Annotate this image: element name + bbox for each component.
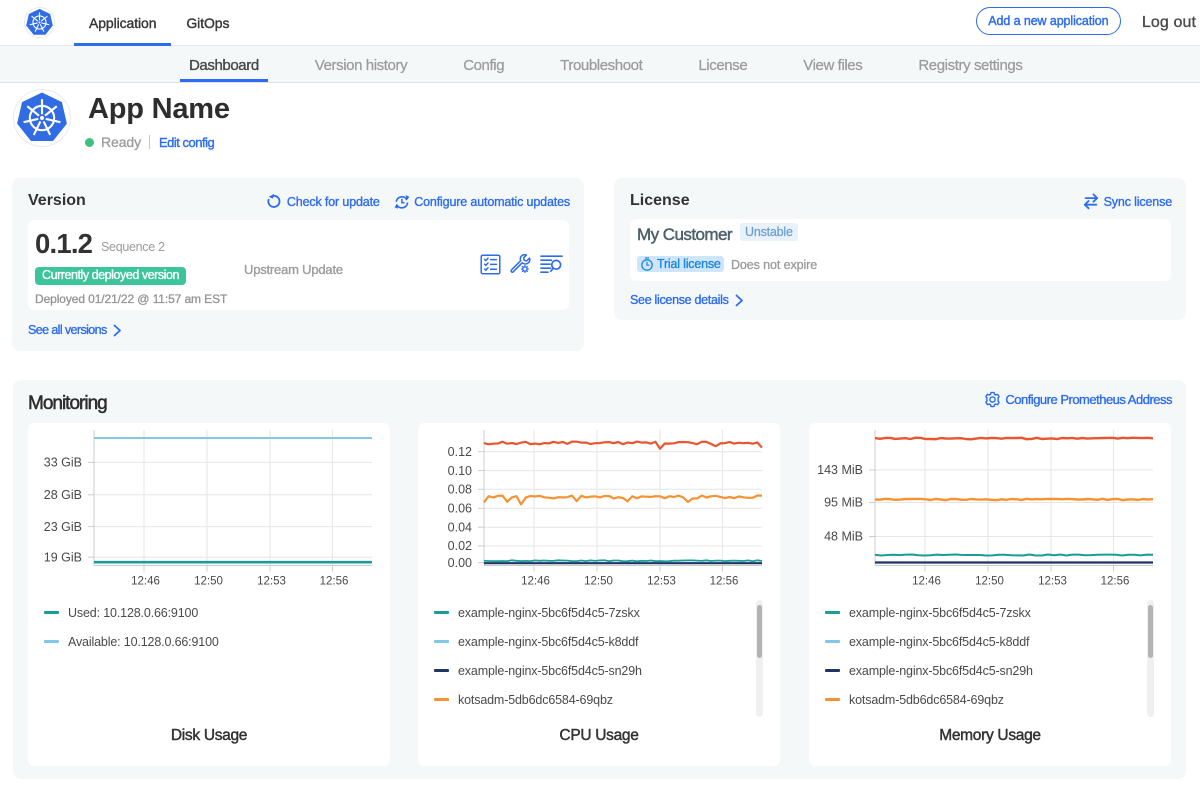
svg-text:12:46: 12:46: [131, 576, 160, 588]
svg-text:12:46: 12:46: [912, 576, 941, 588]
svg-text:0.08: 0.08: [448, 483, 472, 497]
svg-text:0.12: 0.12: [448, 445, 472, 459]
svg-text:12:53: 12:53: [1038, 576, 1067, 588]
svg-text:12:50: 12:50: [975, 576, 1004, 588]
svg-text:12:53: 12:53: [257, 576, 286, 588]
svg-text:12:53: 12:53: [647, 576, 676, 588]
svg-text:28 GiB: 28 GiB: [44, 488, 82, 502]
svg-text:0.06: 0.06: [448, 502, 472, 516]
svg-text:95 MiB: 95 MiB: [824, 496, 863, 510]
svg-text:12:50: 12:50: [194, 576, 223, 588]
svg-text:12:56: 12:56: [320, 576, 349, 588]
svg-text:143 MiB: 143 MiB: [817, 463, 863, 477]
svg-text:12:50: 12:50: [584, 576, 613, 588]
svg-text:48 MiB: 48 MiB: [824, 530, 863, 544]
svg-text:0.10: 0.10: [448, 464, 472, 478]
svg-text:0.02: 0.02: [448, 539, 472, 553]
svg-text:19 GiB: 19 GiB: [44, 550, 82, 564]
svg-text:0.00: 0.00: [448, 556, 472, 570]
svg-text:33 GiB: 33 GiB: [44, 456, 82, 470]
svg-text:12:56: 12:56: [710, 576, 739, 588]
svg-text:23 GiB: 23 GiB: [44, 520, 82, 534]
svg-text:12:56: 12:56: [1101, 576, 1130, 588]
svg-text:12:46: 12:46: [521, 576, 550, 588]
svg-text:0.04: 0.04: [448, 520, 472, 534]
